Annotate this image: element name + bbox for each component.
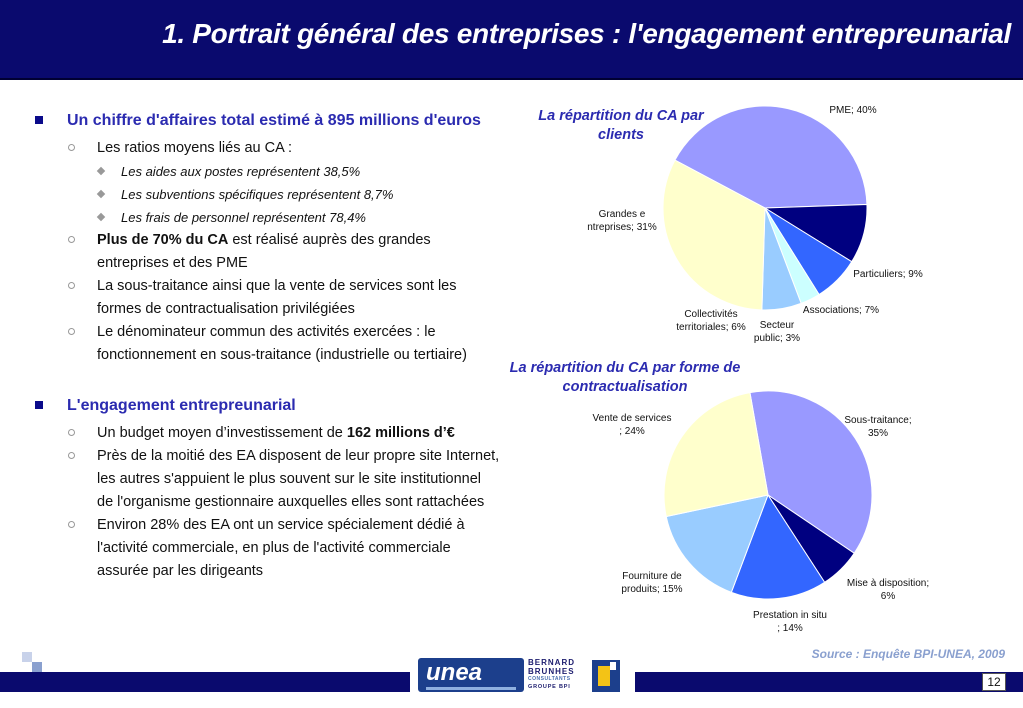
pie-slice: [665, 494, 769, 593]
sub-list-item: Les subventions spécifiques représentent…: [30, 183, 500, 206]
pie-slice-label: Grandes e ntreprises; 31%: [587, 209, 657, 233]
pie-slice: [663, 392, 769, 518]
slide-header: 1. Portrait général des entreprises : l'…: [0, 0, 1023, 80]
list-item: Plus de 70% du CA est réalisé auprès des…: [30, 229, 500, 275]
unea-logo: unea: [418, 658, 524, 692]
pie-chart-contractualisation: Sous-traitance; 35% Mise à disposition; 6% P…: [593, 390, 929, 634]
pie-chart-clients: PME; 40% Particuliers; 9% Associations; 7%…: [587, 105, 923, 344]
circle-bullet-icon: [68, 452, 75, 459]
text-content: Un chiffre d'affaires total estimé à 895…: [30, 108, 500, 583]
diamond-bullet-icon: [96, 166, 106, 176]
circle-bullet-icon: [68, 429, 75, 436]
circle-bullet-icon: [68, 328, 75, 335]
pie-slice-label: Mise à disposition; 6%: [847, 578, 929, 602]
circle-bullet-icon: [68, 282, 75, 289]
pie-slice-label: Prestation in situ; 14%: [753, 610, 827, 634]
section-heading: Un chiffre d'affaires total estimé à 895…: [30, 108, 500, 133]
list-item: Un budget moyen d’investissement de 162 …: [30, 422, 500, 445]
sub-list-item: Les frais de personnel représentent 78,4…: [30, 206, 500, 229]
pie-slice: [674, 105, 868, 209]
diamond-bullet-icon: [96, 212, 106, 222]
chart-title-contractualisation: La répartition du CA par forme de contra…: [509, 360, 741, 395]
source-note: Source : Enquête BPI-UNEA, 2009: [811, 647, 1005, 661]
circle-bullet-icon: [68, 144, 75, 151]
pie-slice-label: Fourniture de produits; 15%: [621, 571, 682, 595]
logos: unea BERNARD BRUNHES CONSULTANTS GROUPE …: [410, 652, 635, 698]
list-item: Environ 28% des EA ont un service spécia…: [30, 514, 500, 583]
list-item: Près de la moitié des EA disposent de le…: [30, 445, 500, 514]
pie-slice: [730, 493, 826, 600]
bpi-mark-icon: [592, 660, 620, 692]
pie-slice-label: Particuliers; 9%: [853, 269, 923, 280]
pie-slice-label: Associations; 7%: [803, 305, 879, 316]
pie-slice-label: PME; 40%: [829, 105, 876, 116]
pie-slice-label: Secteur public; 3%: [754, 320, 800, 344]
chart-title-clients: La répartition du CA par clients: [538, 108, 704, 143]
bernard-brunhes-logo: BERNARD BRUNHES CONSULTANTS GROUPE BPI: [528, 658, 575, 690]
list-item: Le dénominateur commun des activités exe…: [30, 321, 500, 367]
section-heading: L'engagement entrepreunarial: [30, 393, 500, 418]
pie-slice-label: Vente de services; 24%: [593, 413, 672, 437]
list-item: La sous-traitance ainsi que la vente de …: [30, 275, 500, 321]
list-item: Les ratios moyens liés au CA :: [30, 137, 500, 160]
circle-bullet-icon: [68, 236, 75, 243]
page-number: 12: [982, 673, 1006, 691]
square-bullet-icon: [35, 116, 43, 124]
pie-slice: [662, 159, 766, 311]
circle-bullet-icon: [68, 521, 75, 528]
square-bullet-icon: [35, 401, 43, 409]
diamond-bullet-icon: [96, 189, 106, 199]
pie-slice: [749, 390, 873, 554]
sub-list-item: Les aides aux postes représentent 38,5%: [30, 160, 500, 183]
pie-slice-label: Collectivités territoriales; 6%: [676, 309, 746, 333]
pie-slice-label: Sous-traitance; 35%: [844, 415, 911, 439]
slide-title: 1. Portrait général des entreprises : l'…: [162, 18, 1011, 49]
